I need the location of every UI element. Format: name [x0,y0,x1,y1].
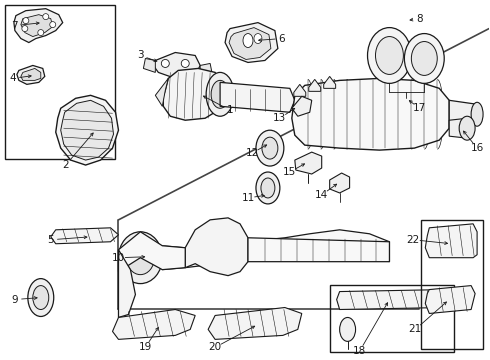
Text: 2: 2 [62,160,69,170]
Text: 3: 3 [137,50,144,60]
Ellipse shape [412,41,437,75]
Polygon shape [162,246,185,270]
Ellipse shape [23,18,29,24]
Ellipse shape [50,22,56,28]
Text: 21: 21 [409,324,422,334]
Polygon shape [21,15,53,37]
Ellipse shape [262,137,278,159]
Polygon shape [14,9,63,42]
Polygon shape [56,95,119,165]
Ellipse shape [256,130,284,166]
Polygon shape [330,173,349,193]
Polygon shape [51,228,119,244]
Text: 14: 14 [315,190,328,200]
Polygon shape [337,289,447,310]
Polygon shape [113,310,195,339]
Ellipse shape [161,59,169,67]
Polygon shape [17,66,45,84]
Polygon shape [248,238,390,262]
Text: 9: 9 [12,294,18,305]
Ellipse shape [368,28,412,84]
Ellipse shape [119,232,162,284]
Text: 13: 13 [273,113,287,123]
Text: 20: 20 [209,342,221,352]
Ellipse shape [126,241,154,275]
Polygon shape [294,84,306,96]
Polygon shape [225,23,278,62]
Text: 19: 19 [139,342,152,352]
Polygon shape [144,58,155,72]
Ellipse shape [404,33,444,84]
Polygon shape [425,285,475,314]
Polygon shape [185,218,248,276]
Polygon shape [155,78,168,106]
Text: 4: 4 [10,73,16,84]
Text: 11: 11 [242,193,255,203]
Polygon shape [220,82,295,112]
Text: 16: 16 [470,143,484,153]
Polygon shape [425,224,477,258]
Ellipse shape [22,26,28,32]
Polygon shape [21,68,41,80]
Ellipse shape [261,178,275,198]
Ellipse shape [254,33,262,44]
Polygon shape [163,68,222,120]
Polygon shape [295,152,322,174]
Polygon shape [309,80,321,91]
Text: 1: 1 [227,105,233,115]
Text: 18: 18 [353,346,366,356]
Text: 15: 15 [283,167,296,177]
Polygon shape [292,78,449,150]
Text: 22: 22 [407,235,420,245]
Polygon shape [324,76,336,88]
Text: 8: 8 [416,14,423,24]
Polygon shape [119,232,185,272]
Ellipse shape [181,59,189,67]
Polygon shape [61,100,114,160]
Text: 12: 12 [245,148,259,158]
Polygon shape [200,63,212,75]
Polygon shape [208,307,302,339]
Bar [5,5,115,159]
Bar [421,220,483,349]
Polygon shape [185,230,390,268]
Ellipse shape [206,72,234,116]
Text: 10: 10 [112,253,125,263]
Polygon shape [229,28,271,59]
Polygon shape [292,96,312,116]
Ellipse shape [375,37,403,75]
Text: 6: 6 [278,33,285,44]
Polygon shape [449,118,474,138]
Ellipse shape [43,14,49,20]
Ellipse shape [38,30,44,36]
Polygon shape [119,250,135,318]
Ellipse shape [256,172,280,204]
Polygon shape [153,53,200,78]
Text: 17: 17 [413,103,426,113]
Ellipse shape [243,33,253,48]
Ellipse shape [471,102,483,126]
Text: 5: 5 [48,235,54,245]
Ellipse shape [211,80,229,108]
Ellipse shape [340,318,356,341]
Text: 7: 7 [12,21,18,31]
Ellipse shape [28,279,54,316]
Bar [330,285,454,352]
Ellipse shape [459,116,475,140]
Polygon shape [449,100,481,128]
Ellipse shape [33,285,49,310]
